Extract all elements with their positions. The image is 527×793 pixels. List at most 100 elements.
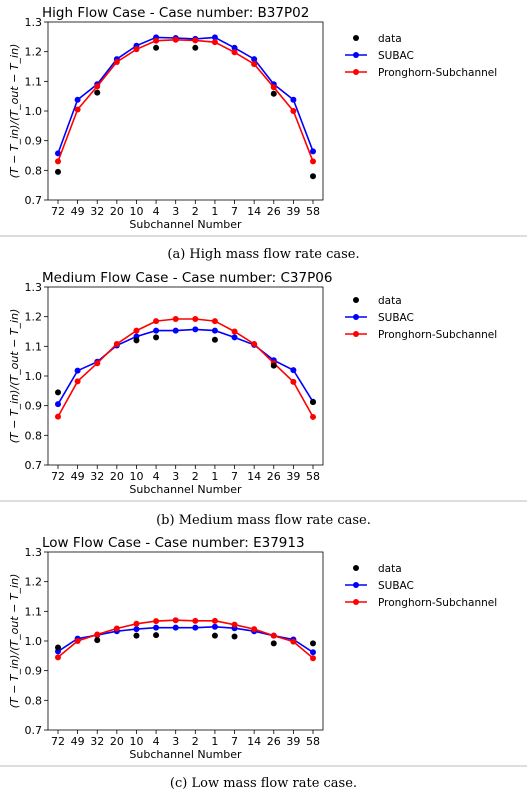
x-axis-label: Subchannel Number <box>129 218 242 231</box>
legend-label: SUBAC <box>378 50 414 62</box>
data-point <box>153 632 160 639</box>
x-tick-label: 14 <box>247 470 261 483</box>
x-tick-label: 2 <box>192 205 199 218</box>
y-axis-label: (T − T_in)/(T_out − T_in) <box>8 574 21 709</box>
data-point <box>55 158 61 165</box>
data-point <box>153 624 160 631</box>
data-point <box>310 640 316 647</box>
x-tick-label: 7 <box>231 735 238 748</box>
y-tick-label: 0.9 <box>25 665 43 678</box>
data-point <box>270 362 277 369</box>
chart-title: Medium Flow Case - Case number: C37P06 <box>42 270 332 286</box>
data-point <box>94 631 101 638</box>
series-data <box>55 334 316 406</box>
x-tick-label: 1 <box>211 735 218 748</box>
y-tick-label: 1.0 <box>25 105 43 118</box>
legend-marker <box>353 297 359 303</box>
data-point <box>153 334 160 341</box>
data-point <box>94 89 101 96</box>
legend: data SUBAC Pronghorn-Subchannel <box>345 295 497 341</box>
x-tick-label: 14 <box>247 205 261 218</box>
data-point <box>231 633 238 640</box>
legend-marker <box>353 565 359 571</box>
y-tick-label: 1.1 <box>25 75 43 88</box>
x-axis-label: Subchannel Number <box>129 483 242 496</box>
data-point <box>310 649 316 656</box>
data-point <box>192 624 199 631</box>
data-point <box>231 49 238 56</box>
chart-panel-2: Medium Flow Case - Case number: C37P06 0.… <box>8 270 497 496</box>
legend-marker <box>353 314 359 320</box>
data-point <box>270 640 277 647</box>
data-point <box>310 148 316 155</box>
x-tick-label: 49 <box>71 205 85 218</box>
data-point <box>251 56 258 63</box>
legend: data SUBAC Pronghorn-Subchannel <box>345 563 497 609</box>
y-tick-label: 1.2 <box>25 576 43 589</box>
data-point <box>231 621 238 628</box>
data-point <box>192 44 199 51</box>
data-point <box>211 632 218 639</box>
data-point <box>153 318 160 325</box>
data-point <box>153 44 160 51</box>
x-tick-label: 58 <box>306 205 320 218</box>
data-point <box>211 617 218 624</box>
series-subac <box>55 34 316 157</box>
data-point <box>192 617 199 624</box>
chart-title: High Flow Case - Case number: B37P02 <box>42 5 309 21</box>
y-tick-label: 1.1 <box>25 605 43 618</box>
x-axis-label: Subchannel Number <box>129 748 242 761</box>
data-point <box>133 626 140 633</box>
series-pronghorn-subchannel <box>55 617 316 662</box>
x-tick-label: 2 <box>192 735 199 748</box>
y-tick-label: 0.9 <box>25 135 43 148</box>
data-point <box>290 367 297 374</box>
data-point <box>55 150 61 157</box>
y-tick-label: 1.0 <box>25 370 43 383</box>
data-point <box>211 327 218 334</box>
data-point <box>172 617 179 624</box>
x-tick-label: 32 <box>90 205 104 218</box>
data-point <box>211 39 218 46</box>
data-point <box>74 378 81 385</box>
data-point <box>211 34 218 41</box>
series-pronghorn-subchannel <box>55 316 316 420</box>
data-point <box>55 644 61 651</box>
data-point <box>133 620 140 627</box>
data-point <box>113 340 120 347</box>
data-point <box>290 638 297 645</box>
series-data <box>55 44 316 180</box>
caption-a: (a) High mass flow rate case. <box>167 247 359 262</box>
plot-frame <box>47 551 324 731</box>
y-tick-label: 0.7 <box>25 459 43 472</box>
legend-label: Pronghorn-Subchannel <box>378 329 497 341</box>
data-point <box>94 83 101 90</box>
data-point <box>74 96 81 103</box>
series-line <box>57 38 314 162</box>
series-line <box>57 318 314 418</box>
x-tick-label: 4 <box>153 470 160 483</box>
x-tick-label: 20 <box>110 735 124 748</box>
data-point <box>153 37 160 44</box>
x-tick-label: 26 <box>267 470 281 483</box>
data-point <box>172 624 179 631</box>
x-tick-label: 49 <box>71 470 85 483</box>
data-point <box>192 316 199 323</box>
x-tick-label: 2 <box>192 470 199 483</box>
y-axis-label: (T − T_in)/(T_out − T_in) <box>8 44 21 179</box>
x-tick-label: 1 <box>211 470 218 483</box>
x-tick-label: 26 <box>267 735 281 748</box>
chart-title: Low Flow Case - Case number: E37913 <box>42 535 305 551</box>
series-subac <box>55 623 316 656</box>
data-point <box>251 61 258 68</box>
data-point <box>211 623 218 630</box>
data-point <box>231 334 238 341</box>
plot-frame <box>47 21 324 201</box>
y-tick-label: 1.3 <box>25 281 43 294</box>
data-point <box>113 625 120 632</box>
y-tick-label: 0.8 <box>25 164 43 177</box>
data-point <box>290 378 297 385</box>
y-tick-label: 1.3 <box>25 546 43 559</box>
data-point <box>211 318 218 325</box>
legend-marker <box>353 52 359 58</box>
